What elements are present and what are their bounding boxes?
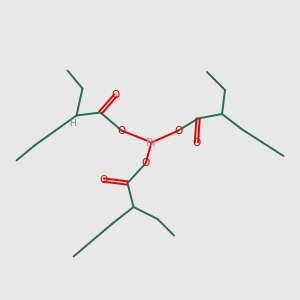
Text: O: O <box>141 158 150 169</box>
Text: O: O <box>117 125 126 136</box>
Text: H: H <box>69 118 75 127</box>
Text: O: O <box>192 137 201 148</box>
Text: O: O <box>111 90 120 100</box>
Text: O: O <box>99 175 108 185</box>
Text: Bi: Bi <box>146 137 157 148</box>
Text: O: O <box>174 125 183 136</box>
